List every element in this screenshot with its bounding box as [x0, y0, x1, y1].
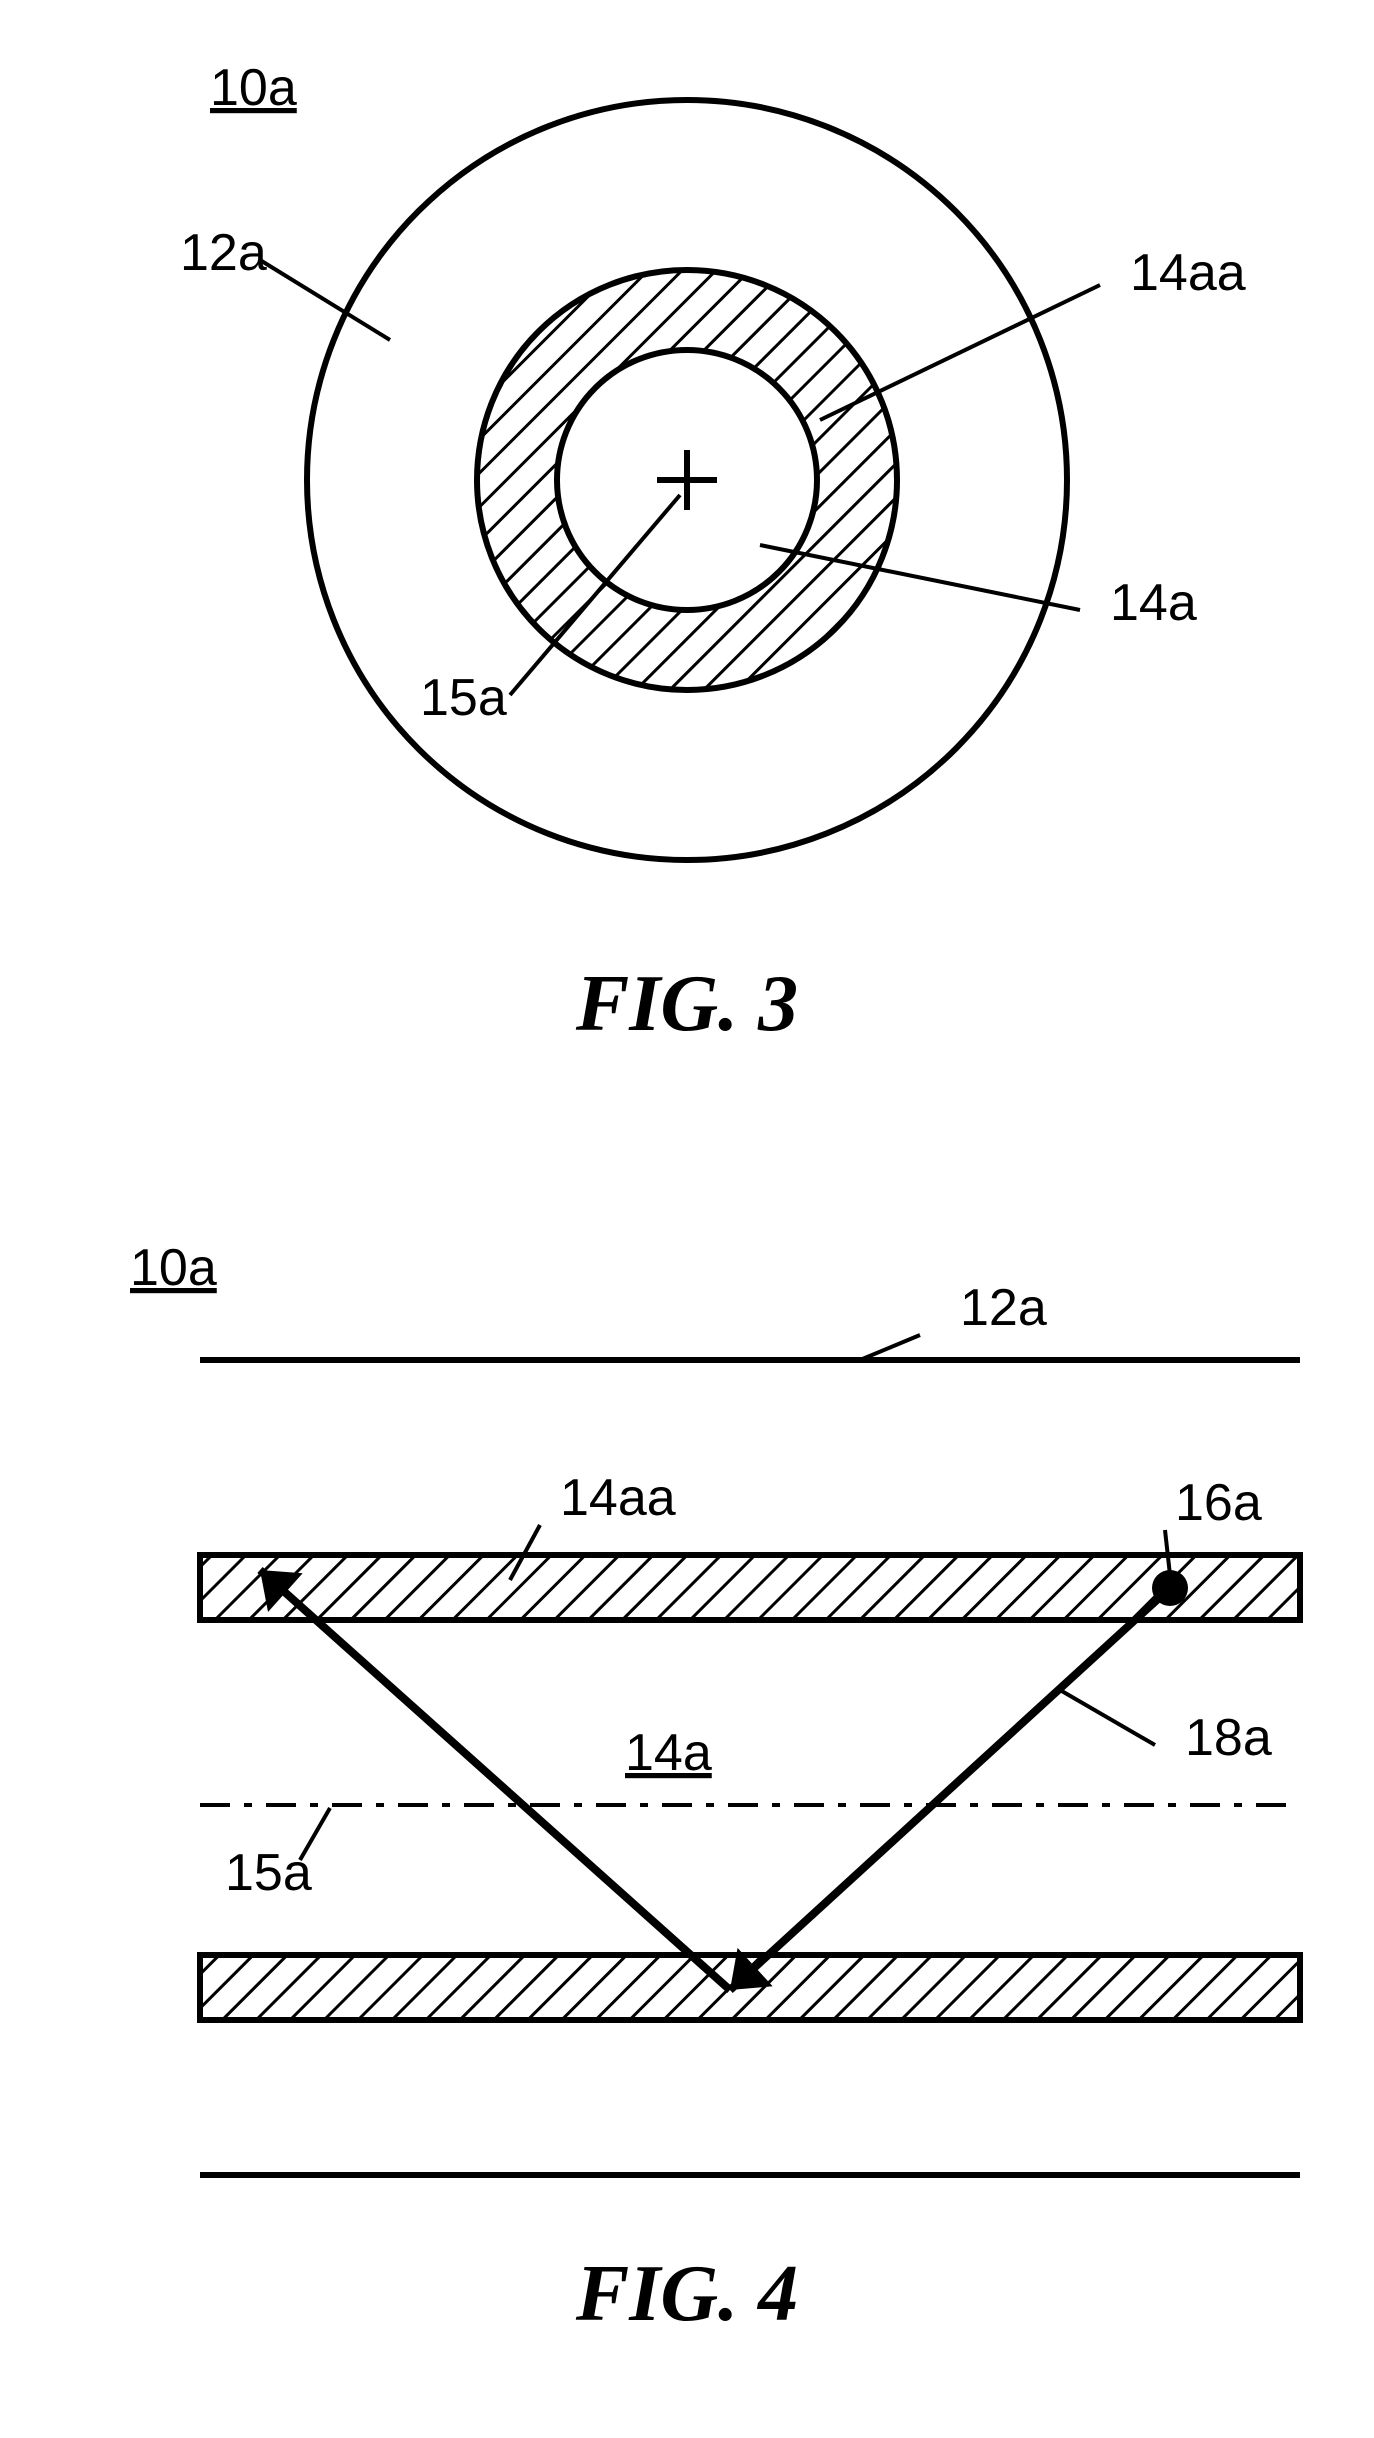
fig4-caption: FIG. 4: [575, 2250, 798, 2338]
fig3-label-14a: 14a: [1110, 574, 1197, 632]
fig4-band-top-14aa: [200, 1555, 1300, 1620]
fig3-label-14aa: 14aa: [1130, 244, 1246, 302]
fig3-prefix-label: 10a: [210, 59, 297, 117]
fig4-label-15a: 15a: [225, 1844, 312, 1902]
fig4-label-14a: 14a: [625, 1724, 712, 1782]
leader-line: [860, 1335, 920, 1360]
fig3-label-12a: 12a: [180, 224, 267, 282]
fig4-label-12a: 12a: [960, 1279, 1047, 1337]
fig4-label-14aa: 14aa: [560, 1469, 676, 1527]
leader-line: [1060, 1690, 1155, 1745]
ray-segment: [730, 1588, 1170, 1990]
fig4-source-dot-16a: [1152, 1570, 1188, 1606]
fig4-prefix-label: 10a: [130, 1239, 217, 1297]
fig3-caption: FIG. 3: [575, 960, 798, 1048]
fig4-label-16a: 16a: [1175, 1474, 1262, 1532]
fig4-label-18a: 18a: [1185, 1709, 1272, 1767]
fig3-label-15a: 15a: [420, 669, 507, 727]
